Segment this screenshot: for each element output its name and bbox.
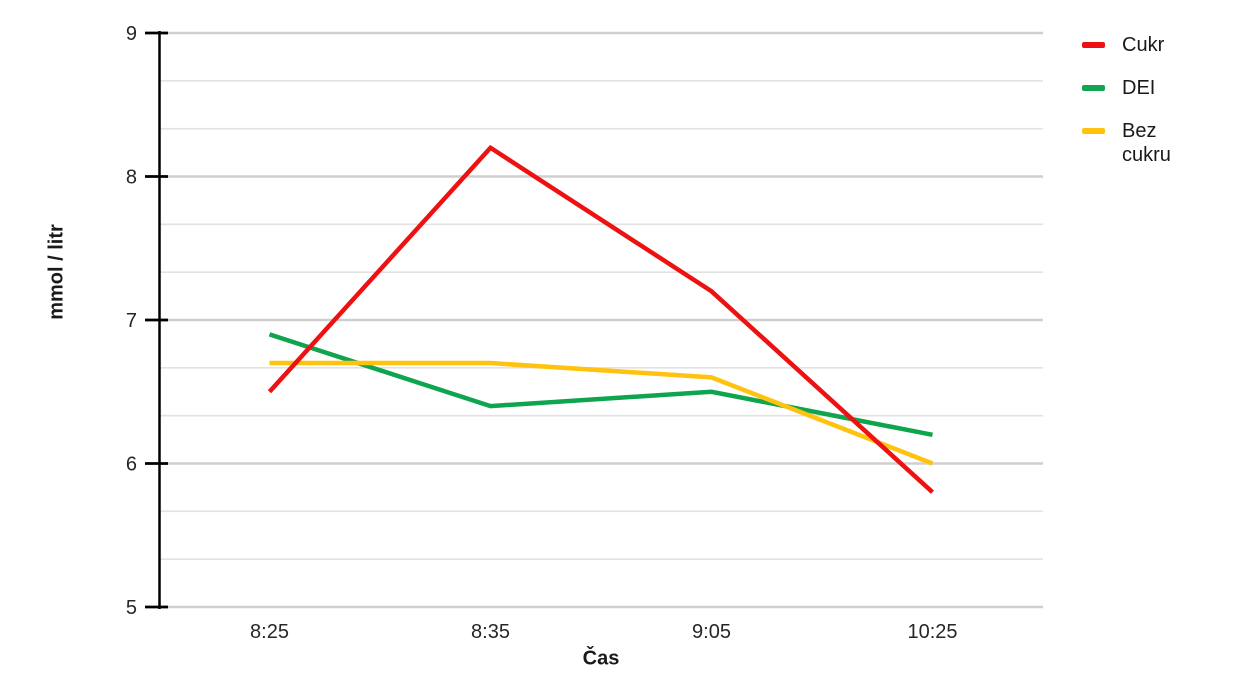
- y-tick-label: 7: [126, 310, 137, 332]
- legend-item: DEI: [1082, 76, 1232, 100]
- legend-label: DEI: [1122, 77, 1156, 99]
- y-tick-label: 6: [126, 454, 137, 476]
- series-line-bez-cukru: [269, 360, 934, 466]
- legend-item: Cukr: [1082, 33, 1232, 57]
- legend-item: Bez cukru: [1082, 119, 1232, 167]
- legend: Cukr DEI Bez cukru: [1082, 33, 1232, 186]
- x-tick-label: 8:25: [250, 621, 289, 643]
- y-axis-title: mmol / litr: [45, 224, 68, 320]
- x-axis-title: Čas: [582, 647, 620, 670]
- legend-label: Bez cukru: [1122, 120, 1171, 166]
- x-tick-label: 9:05: [692, 621, 731, 643]
- series-line-dei: [268, 332, 933, 438]
- legend-label: Cukr: [1122, 34, 1165, 56]
- y-tick-label: 9: [126, 23, 137, 45]
- y-tick-label: 5: [126, 597, 137, 619]
- legend-swatch-icon: [1082, 85, 1105, 91]
- legend-swatch-icon: [1082, 42, 1105, 48]
- legend-swatch-icon: [1082, 128, 1105, 134]
- series-line-cukr: [267, 144, 935, 494]
- x-tick-label: 10:25: [907, 621, 957, 643]
- x-tick-label: 8:35: [471, 621, 510, 643]
- y-tick-label: 8: [126, 167, 137, 189]
